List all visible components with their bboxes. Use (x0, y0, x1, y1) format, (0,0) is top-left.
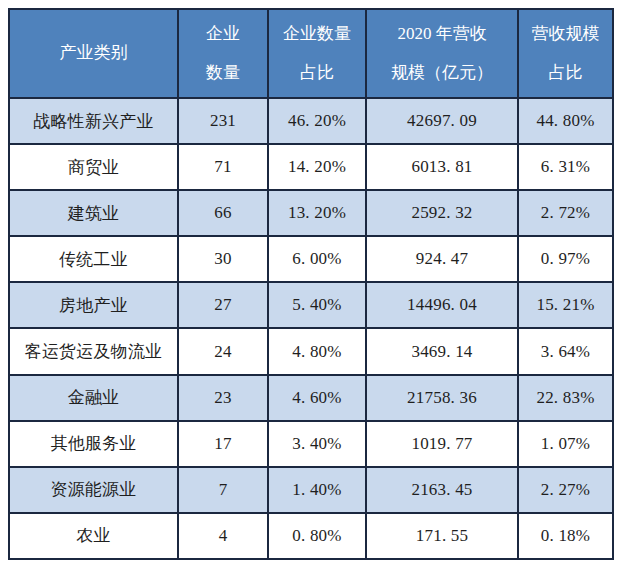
header-cell-enterprise-count: 企业 数量 (178, 9, 268, 98)
table-row: 传统工业 30 6. 00% 924. 47 0. 97% (9, 236, 613, 282)
cell-industry: 建筑业 (9, 190, 178, 236)
header-label: 企业数量 (271, 25, 363, 44)
cell-count-share: 6. 00% (268, 236, 366, 282)
cell-revenue: 2592. 32 (366, 190, 518, 236)
cell-revenue-share: 2. 72% (518, 190, 613, 236)
cell-count-share: 13. 20% (268, 190, 366, 236)
cell-count: 30 (178, 236, 268, 282)
cell-revenue: 3469. 14 (366, 328, 518, 374)
cell-count-share: 3. 40% (268, 421, 366, 467)
cell-revenue: 21758. 36 (366, 375, 518, 421)
cell-count-share: 14. 20% (268, 144, 366, 190)
header-label: 企业 (181, 25, 265, 44)
cell-revenue: 42697. 09 (366, 98, 518, 144)
cell-industry: 金融业 (9, 375, 178, 421)
header-cell-enterprise-count-share: 企业数量 占比 (268, 9, 366, 98)
header-label: 规模（亿元） (369, 64, 515, 83)
cell-revenue: 6013. 81 (366, 144, 518, 190)
cell-revenue-share: 0. 18% (518, 513, 613, 559)
cell-industry: 传统工业 (9, 236, 178, 282)
table-header: 产业类别 企业 数量 企业数量 占比 2020 年营收 规模（亿元） 营收规模 (9, 9, 613, 98)
cell-count: 7 (178, 467, 268, 513)
table-row: 商贸业 71 14. 20% 6013. 81 6. 31% (9, 144, 613, 190)
header-cell-industry-category: 产业类别 (9, 9, 178, 98)
cell-industry: 客运货运及物流业 (9, 328, 178, 374)
cell-revenue: 171. 55 (366, 513, 518, 559)
page: 产业类别 企业 数量 企业数量 占比 2020 年营收 规模（亿元） 营收规模 (0, 0, 620, 567)
cell-count-share: 46. 20% (268, 98, 366, 144)
cell-count: 23 (178, 375, 268, 421)
cell-count-share: 4. 80% (268, 328, 366, 374)
cell-revenue-share: 22. 83% (518, 375, 613, 421)
industry-statistics-table: 产业类别 企业 数量 企业数量 占比 2020 年营收 规模（亿元） 营收规模 (8, 8, 614, 560)
cell-count-share: 0. 80% (268, 513, 366, 559)
table-row: 战略性新兴产业 231 46. 20% 42697. 09 44. 80% (9, 98, 613, 144)
cell-count: 71 (178, 144, 268, 190)
cell-industry: 其他服务业 (9, 421, 178, 467)
cell-count: 231 (178, 98, 268, 144)
table-body: 战略性新兴产业 231 46. 20% 42697. 09 44. 80% 商贸… (9, 98, 613, 559)
table-row: 其他服务业 17 3. 40% 1019. 77 1. 07% (9, 421, 613, 467)
header-label: 占比 (271, 64, 363, 83)
table-row: 金融业 23 4. 60% 21758. 36 22. 83% (9, 375, 613, 421)
cell-industry: 商贸业 (9, 144, 178, 190)
header-label: 2020 年营收 (369, 25, 515, 44)
cell-industry: 战略性新兴产业 (9, 98, 178, 144)
cell-revenue: 924. 47 (366, 236, 518, 282)
table-row: 建筑业 66 13. 20% 2592. 32 2. 72% (9, 190, 613, 236)
cell-count-share: 5. 40% (268, 282, 366, 328)
cell-count: 17 (178, 421, 268, 467)
table-row: 资源能源业 7 1. 40% 2163. 45 2. 27% (9, 467, 613, 513)
cell-count: 4 (178, 513, 268, 559)
header-label: 占比 (521, 64, 610, 83)
cell-industry: 房地产业 (9, 282, 178, 328)
table-row: 客运货运及物流业 24 4. 80% 3469. 14 3. 64% (9, 328, 613, 374)
cell-revenue-share: 1. 07% (518, 421, 613, 467)
cell-revenue: 1019. 77 (366, 421, 518, 467)
cell-revenue-share: 0. 97% (518, 236, 613, 282)
cell-revenue-share: 3. 64% (518, 328, 613, 374)
header-label: 产业类别 (12, 44, 175, 63)
cell-revenue-share: 2. 27% (518, 467, 613, 513)
header-cell-revenue-2020: 2020 年营收 规模（亿元） (366, 9, 518, 98)
header-label: 营收规模 (521, 25, 610, 44)
cell-revenue-share: 6. 31% (518, 144, 613, 190)
cell-count: 24 (178, 328, 268, 374)
cell-industry: 农业 (9, 513, 178, 559)
cell-revenue: 2163. 45 (366, 467, 518, 513)
header-cell-revenue-share: 营收规模 占比 (518, 9, 613, 98)
header-row: 产业类别 企业 数量 企业数量 占比 2020 年营收 规模（亿元） 营收规模 (9, 9, 613, 98)
cell-revenue-share: 15. 21% (518, 282, 613, 328)
cell-revenue-share: 44. 80% (518, 98, 613, 144)
table-row: 房地产业 27 5. 40% 14496. 04 15. 21% (9, 282, 613, 328)
cell-count: 27 (178, 282, 268, 328)
cell-count-share: 1. 40% (268, 467, 366, 513)
cell-count-share: 4. 60% (268, 375, 366, 421)
header-label: 数量 (181, 64, 265, 83)
cell-revenue: 14496. 04 (366, 282, 518, 328)
cell-count: 66 (178, 190, 268, 236)
cell-industry: 资源能源业 (9, 467, 178, 513)
table-row: 农业 4 0. 80% 171. 55 0. 18% (9, 513, 613, 559)
